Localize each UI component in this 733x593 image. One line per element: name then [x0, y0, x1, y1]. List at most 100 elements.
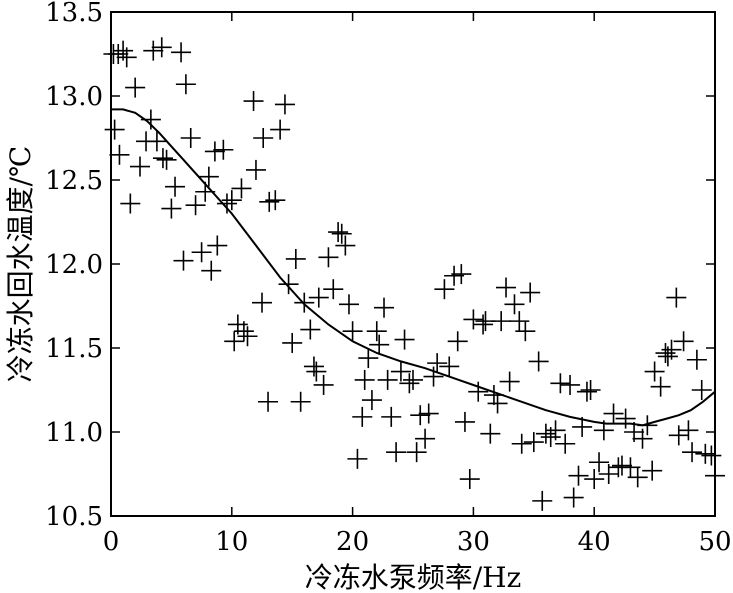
data-point: [308, 287, 329, 308]
data-point: [705, 465, 725, 486]
data-point: [473, 314, 494, 335]
data-point: [627, 467, 648, 488]
data-point: [146, 131, 167, 152]
data-point: [366, 321, 387, 342]
data-point: [459, 469, 480, 490]
y-tick-label: 12.5: [45, 166, 103, 196]
data-point: [191, 242, 212, 263]
y-tick-label: 11.5: [45, 334, 103, 364]
data-point: [560, 374, 581, 395]
data-point: [216, 193, 237, 214]
data-point: [695, 443, 716, 464]
data-point: [447, 331, 468, 352]
data-point: [386, 442, 407, 463]
data-point: [207, 235, 228, 256]
data-point: [611, 455, 632, 476]
data-point: [620, 457, 641, 478]
x-tick-label: 50: [698, 527, 731, 557]
data-point: [576, 381, 597, 402]
data-point: [338, 294, 359, 315]
data-point: [152, 148, 173, 169]
y-axis-title: 冷冻水回水温度/℃: [4, 146, 37, 383]
x-tick-label: 0: [103, 527, 120, 557]
data-point: [270, 119, 291, 140]
data-point: [463, 309, 484, 330]
data-point: [399, 373, 420, 394]
data-point: [352, 406, 373, 427]
data-point: [642, 460, 663, 481]
y-tick-label: 13.0: [45, 82, 103, 112]
data-point: [290, 391, 311, 412]
data-point: [243, 91, 264, 112]
data-point: [198, 166, 219, 187]
data-point: [109, 144, 130, 165]
data-point: [331, 223, 352, 244]
data-point: [545, 420, 566, 441]
data-point: [563, 487, 584, 508]
tick-labels: 0 10 20 30 40 50 10.5 11.0 11.5 12.0 12.5 13.0 13.5: [45, 0, 731, 557]
y-tick-label: 10.5: [45, 502, 103, 532]
data-point: [245, 159, 266, 180]
data-point: [515, 321, 536, 342]
data-point: [487, 393, 508, 414]
data-point: [358, 348, 379, 369]
data-point: [108, 44, 129, 64]
data-point: [532, 490, 553, 511]
fit-line: [111, 108, 716, 427]
data-point: [213, 139, 234, 160]
data-point: [303, 356, 324, 377]
data-point: [666, 287, 687, 308]
data-point: [318, 247, 339, 268]
scatter-points: [103, 37, 725, 511]
data-point: [418, 403, 439, 424]
data-point: [253, 128, 274, 148]
data-point: [347, 448, 368, 469]
data-point: [129, 156, 150, 177]
data-point: [259, 191, 280, 212]
data-point: [682, 442, 703, 463]
data-point: [274, 94, 295, 115]
data-point: [233, 321, 254, 342]
data-point: [171, 42, 192, 63]
data-point: [701, 445, 722, 466]
data-point: [390, 361, 411, 382]
data-point: [285, 248, 306, 269]
data-point: [265, 190, 286, 211]
data-point: [394, 329, 415, 350]
data-point: [410, 405, 431, 426]
data-point: [278, 274, 299, 295]
data-point: [237, 326, 258, 347]
data-point: [668, 425, 689, 446]
data-point: [377, 369, 398, 390]
data-point: [589, 452, 610, 473]
data-point: [221, 190, 242, 211]
data-point: [258, 391, 279, 412]
data-point: [603, 403, 624, 424]
data-point: [323, 279, 344, 300]
x-tick-label: 40: [578, 527, 611, 557]
data-point: [528, 351, 549, 372]
data-point: [381, 406, 402, 427]
data-point: [535, 423, 556, 444]
data-point: [673, 331, 694, 352]
data-point: [231, 178, 252, 199]
data-point: [361, 390, 382, 411]
x-axis-title: 冷冻水泵频率/Hz: [305, 561, 522, 593]
data-point: [204, 141, 225, 162]
data-point: [116, 47, 137, 68]
data-point: [661, 339, 682, 360]
axis-ticks: [110, 11, 716, 517]
data-point: [125, 77, 146, 98]
data-point: [423, 366, 444, 387]
data-point: [143, 40, 164, 61]
data-point: [686, 349, 707, 370]
data-point: [520, 282, 541, 303]
data-point: [655, 343, 676, 364]
data-point: [175, 74, 196, 95]
data-point: [454, 411, 475, 432]
data-point: [151, 37, 172, 58]
x-tick-label: 20: [336, 527, 369, 557]
data-point: [468, 381, 489, 402]
data-point: [161, 198, 182, 219]
data-point: [406, 442, 427, 463]
